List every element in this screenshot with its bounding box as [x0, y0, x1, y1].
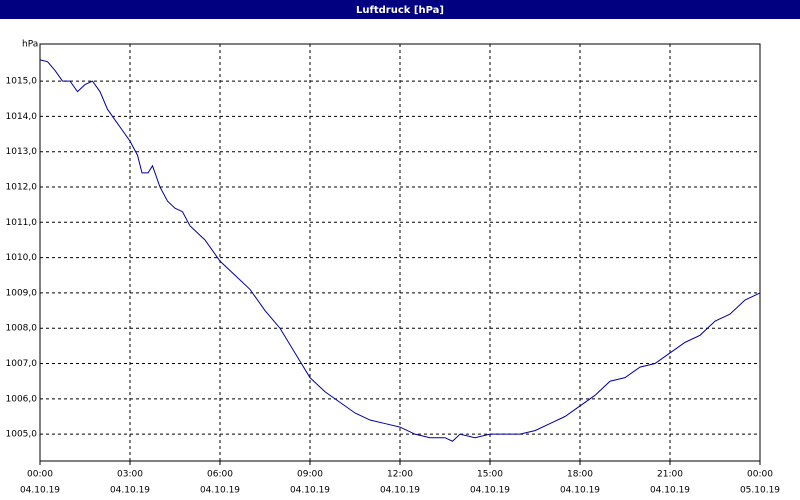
x-tick-date: 04.10.19 — [200, 486, 240, 496]
x-tick-date: 04.10.19 — [380, 486, 420, 496]
y-tick-label: 1014,0 — [6, 112, 38, 122]
line — [39, 59, 761, 442]
y-tick-label: 1007,0 — [6, 359, 38, 369]
x-tick-label: 03:00 — [117, 470, 143, 480]
x-tick-label: 18:00 — [567, 470, 593, 480]
y-tick-label: 1011,0 — [6, 218, 38, 228]
x-tick-label: 21:00 — [657, 470, 683, 480]
x-tick-date: 04.10.19 — [20, 486, 60, 496]
plot-border — [39, 43, 761, 462]
x-tick-date: 04.10.19 — [560, 486, 600, 496]
x-tick-date: 04.10.19 — [470, 486, 510, 496]
title-bar — [0, 0, 800, 19]
x-tick-date: 04.10.19 — [110, 486, 150, 496]
y-tick-label: 1008,0 — [6, 324, 38, 334]
y-unit: hPa — [22, 40, 38, 50]
x-tick-label: 12:00 — [387, 470, 413, 480]
x-tick-label: 09:00 — [297, 470, 323, 480]
y-tick-label: 1013,0 — [6, 147, 38, 157]
x-tick-date: 04.10.19 — [650, 486, 690, 496]
x-tick-date: 04.10.19 — [290, 486, 330, 496]
y-tick-label: 1015,0 — [6, 77, 38, 87]
y-tick-label: 1009,0 — [6, 288, 38, 298]
y-tick-label: 1010,0 — [6, 253, 38, 263]
x-tick-label: 00:00 — [27, 470, 53, 480]
x-tick-label: 00:00 — [747, 470, 773, 480]
y-tick-label: 1006,0 — [6, 394, 38, 404]
x-tick-date: 05.10.19 — [740, 486, 780, 496]
chart-title: Luftdruck [hPa] — [356, 5, 444, 16]
y-tick-label: 1012,0 — [6, 183, 38, 193]
x-tick-label: 06:00 — [207, 470, 233, 480]
x-tick-label: 15:00 — [477, 470, 503, 480]
y-tick-label: 1005,0 — [6, 430, 38, 440]
